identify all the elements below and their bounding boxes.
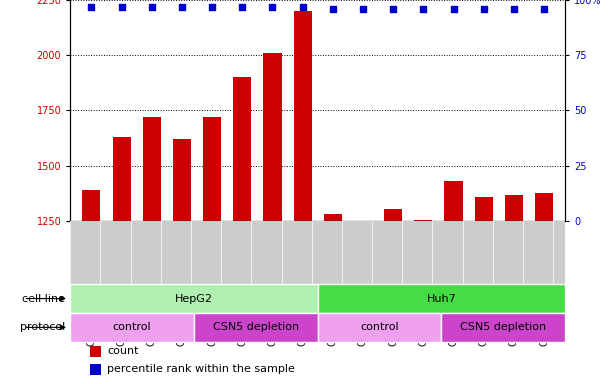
Text: HepG2: HepG2: [175, 293, 213, 304]
Text: control: control: [360, 322, 399, 333]
Point: [328, 6, 338, 12]
Bar: [505, 195, 523, 384]
Point: [117, 3, 126, 10]
Bar: [112, 137, 131, 384]
Point: [358, 6, 368, 12]
Bar: [90, 346, 101, 357]
Bar: [318, 284, 565, 313]
Point: [87, 3, 97, 10]
Point: [298, 3, 307, 10]
Point: [448, 6, 458, 12]
Bar: [444, 181, 463, 384]
Bar: [263, 53, 282, 384]
Point: [268, 3, 277, 10]
Bar: [354, 221, 372, 384]
Bar: [442, 313, 565, 342]
Point: [479, 6, 489, 12]
Text: percentile rank within the sample: percentile rank within the sample: [108, 364, 295, 374]
Bar: [143, 117, 161, 384]
Point: [207, 3, 217, 10]
Bar: [384, 209, 402, 384]
Bar: [194, 313, 318, 342]
Bar: [324, 214, 342, 384]
Text: cell line: cell line: [23, 293, 65, 304]
Text: protocol: protocol: [20, 322, 65, 333]
Bar: [535, 193, 553, 384]
Text: Huh7: Huh7: [426, 293, 456, 304]
Bar: [70, 284, 318, 313]
Bar: [233, 77, 251, 384]
Bar: [90, 364, 101, 375]
Bar: [318, 313, 442, 342]
Point: [388, 6, 398, 12]
Point: [147, 3, 156, 10]
Text: CSN5 depletion: CSN5 depletion: [213, 322, 299, 333]
Bar: [203, 117, 221, 384]
Point: [177, 3, 187, 10]
Text: control: control: [113, 322, 152, 333]
Text: CSN5 depletion: CSN5 depletion: [460, 322, 546, 333]
Bar: [293, 11, 312, 384]
Point: [419, 6, 428, 12]
Bar: [475, 197, 492, 384]
Bar: [82, 190, 100, 384]
Bar: [414, 220, 433, 384]
Point: [509, 6, 519, 12]
Point: [238, 3, 247, 10]
Point: [539, 6, 549, 12]
Bar: [70, 313, 194, 342]
Bar: [173, 139, 191, 384]
Text: count: count: [108, 346, 139, 356]
